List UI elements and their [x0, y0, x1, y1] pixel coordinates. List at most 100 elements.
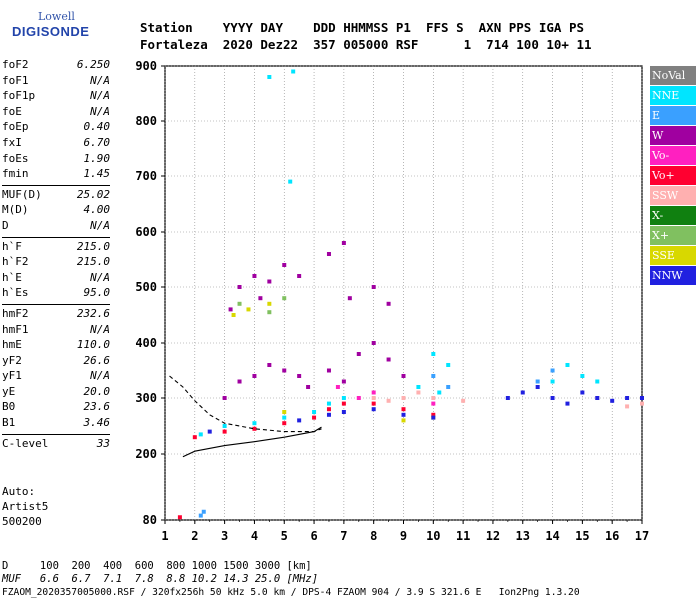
x-tick-label: 11	[456, 529, 470, 543]
x-tick-label: 8	[370, 529, 377, 543]
param-value: 215.0	[76, 239, 110, 253]
data-point	[228, 307, 233, 312]
param-value: N/A	[90, 89, 110, 103]
legend-item-vo: Vo+	[650, 166, 696, 185]
data-point	[401, 374, 406, 378]
logo-line1: Lowell	[38, 10, 75, 23]
data-point	[297, 274, 302, 278]
param-value: 6.250	[76, 58, 110, 71]
param-row-hme: hmE 110.0	[2, 338, 110, 354]
param-value: 215.0	[76, 255, 110, 269]
param-value: N/A	[90, 218, 110, 232]
data-point	[416, 390, 421, 395]
data-point	[565, 363, 570, 367]
data-point	[550, 396, 555, 400]
x-tick-label: 6	[310, 529, 317, 543]
data-point	[288, 179, 293, 184]
data-point	[267, 75, 272, 79]
param-value: N/A	[90, 322, 110, 336]
y-tick-label: 400	[135, 336, 157, 350]
data-point	[297, 374, 302, 378]
data-point	[326, 368, 331, 373]
legend-item-e: E	[650, 106, 696, 125]
data-point	[341, 241, 346, 245]
data-point	[580, 374, 585, 378]
param-key: yF2	[2, 353, 22, 367]
param-key: D	[2, 218, 9, 232]
trace-line	[169, 375, 322, 433]
x-tick-label: 1	[161, 529, 168, 543]
x-tick-label: 7	[340, 529, 347, 543]
param-row-foe: foE N/A	[2, 105, 110, 121]
data-point	[258, 296, 263, 301]
data-point	[431, 401, 436, 406]
data-point	[520, 390, 525, 395]
legend-item-nne: NNE	[650, 86, 696, 105]
data-point	[252, 374, 257, 378]
x-tick-label: 3	[221, 529, 228, 543]
data-point	[267, 363, 272, 367]
data-point	[341, 410, 346, 414]
legend: NoVal NNE E W Vo- Vo+ SSW X- X+ SSE NNW	[650, 66, 696, 286]
param-key: fmin	[2, 167, 29, 181]
param-key: yF1	[2, 369, 22, 383]
x-tick-label: 17	[635, 529, 649, 543]
data-point	[371, 396, 376, 400]
param-value: 110.0	[76, 338, 110, 352]
param-key: B0	[2, 400, 16, 414]
data-point	[446, 385, 451, 389]
data-point	[282, 263, 287, 267]
y-tick-label: 700	[135, 169, 157, 183]
x-tick-label: 2	[191, 529, 198, 543]
legend-item-x: X-	[650, 206, 696, 225]
param-value: 4.00	[83, 203, 111, 217]
x-tick-label: 4	[251, 529, 258, 543]
footer-file-row: FZAOM_2020357005000.RSF / 320fx256h 50 k…	[2, 587, 580, 598]
param-row-yf1: yF1 N/A	[2, 369, 110, 385]
data-point	[222, 429, 227, 434]
param-key: B1	[2, 416, 16, 430]
param-value: 3.46	[83, 416, 111, 430]
data-point	[386, 398, 391, 403]
param-key: foF2	[2, 58, 29, 71]
data-point	[640, 396, 644, 400]
data-point	[326, 412, 331, 417]
lowell-logo: Lowell DIGISONDE	[10, 8, 90, 44]
param-row-d: D N/A	[2, 219, 110, 235]
parameter-panel: foF2 6.250 foF1 N/A foF1p N/A foE N/A foEp 0.40 fx…	[2, 58, 110, 452]
data-point	[356, 396, 361, 400]
y-tick-label: 900	[135, 59, 157, 73]
data-point	[505, 396, 510, 400]
param-row-foep: foEp 0.40	[2, 120, 110, 136]
param-key: yE	[2, 384, 16, 398]
data-point	[267, 301, 272, 306]
data-point	[222, 424, 227, 428]
y-tick-label: 200	[135, 447, 157, 461]
param-key: foEs	[2, 151, 29, 165]
data-point	[401, 418, 406, 423]
x-tick-label: 16	[605, 529, 619, 543]
param-key: h`E	[2, 270, 22, 284]
auto-line3: 500200	[2, 515, 42, 528]
param-value: 6.70	[83, 135, 111, 149]
data-point	[535, 379, 540, 384]
param-key: C-level	[2, 436, 49, 450]
data-point	[252, 426, 257, 431]
data-point	[326, 407, 331, 412]
data-point	[356, 352, 361, 356]
auto-line2: Artist5	[2, 500, 49, 513]
header-line2: Fortaleza 2020 Dez22 357 005000 RSF 1 71…	[140, 37, 592, 52]
data-point	[431, 352, 436, 356]
data-point	[565, 401, 570, 406]
data-point	[461, 398, 466, 403]
x-tick-label: 13	[516, 529, 530, 543]
data-point	[640, 401, 644, 406]
data-point	[437, 390, 442, 395]
legend-item-ssw: SSW	[650, 186, 696, 205]
param-row-fof2: foF2 6.250	[2, 58, 110, 74]
param-key: foE	[2, 104, 22, 118]
x-tick-label: 9	[400, 529, 407, 543]
data-point	[446, 363, 451, 367]
param-value: 20.0	[83, 384, 111, 398]
